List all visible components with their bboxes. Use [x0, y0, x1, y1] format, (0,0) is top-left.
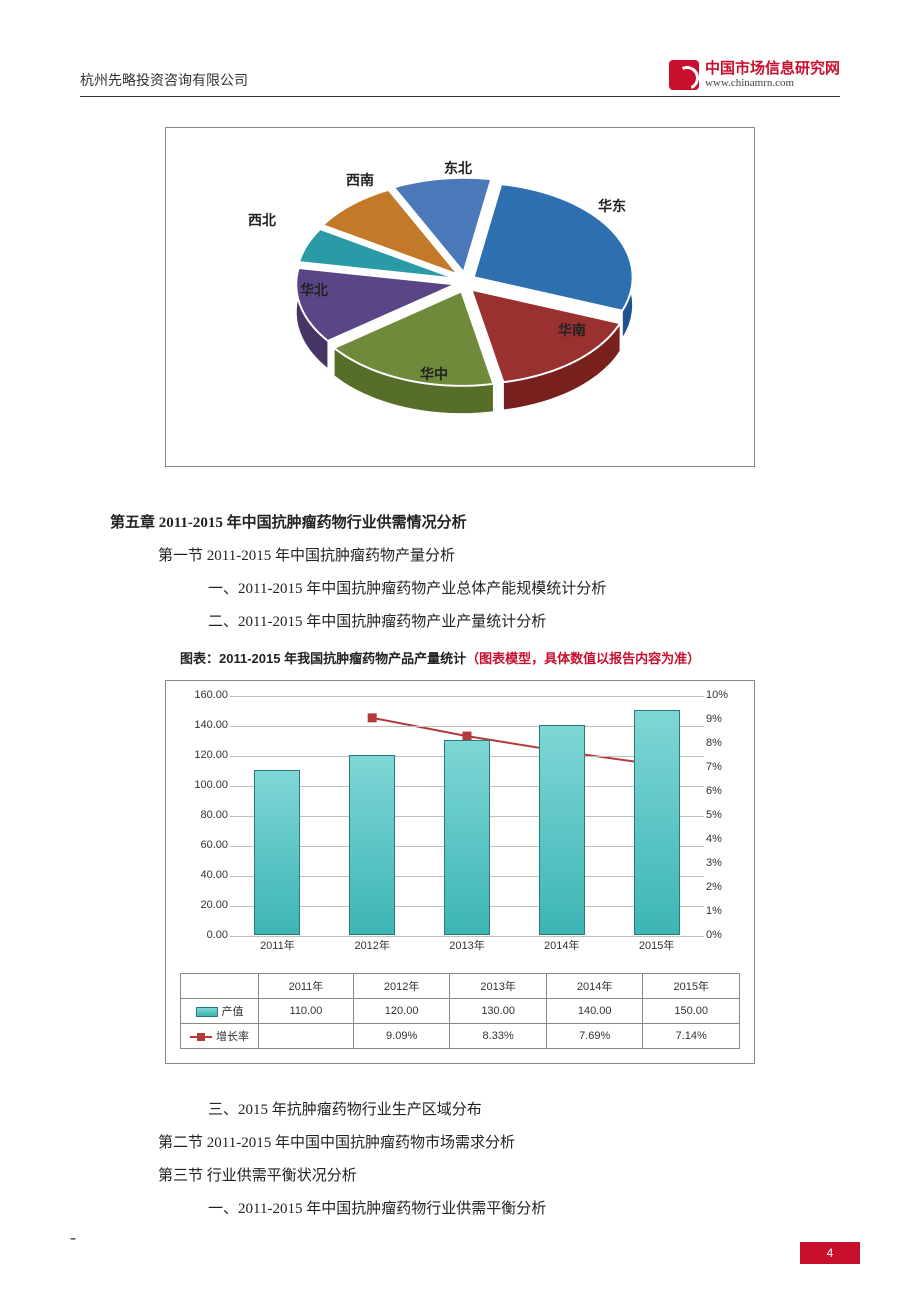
gr-2015: 7.14%: [643, 1023, 740, 1048]
body-text-2: 三、2015 年抗肿瘤药物行业生产区域分布 第二节 2011-2015 年中国中…: [80, 1094, 840, 1226]
combo-chart-caption: 图表：2011-2015 年我国抗肿瘤药物产品产量统计（图表模型，具体数值以报告…: [180, 645, 840, 674]
line-swatch-icon: [190, 1032, 212, 1042]
chapter-5-title: 第五章 2011-2015 年中国抗肿瘤药物行业供需情况分析: [110, 507, 840, 540]
bar: [634, 710, 680, 935]
col-2014: 2014年: [546, 973, 643, 998]
col-2012: 2012年: [353, 973, 450, 998]
y-right-tick: 5%: [706, 809, 736, 821]
col-2013: 2013年: [450, 973, 547, 998]
pie-svg: [166, 128, 754, 466]
gr-2013: 8.33%: [450, 1023, 547, 1048]
bar-swatch-icon: [196, 1007, 218, 1017]
y-left-tick: 140.00: [184, 719, 228, 731]
val-2012: 120.00: [353, 998, 450, 1023]
caption-black: 图表：2011-2015 年我国抗肿瘤药物产品产量统计: [180, 651, 466, 666]
legend-growth-label: 增长率: [216, 1031, 249, 1043]
pie-label: 西南: [346, 170, 374, 190]
x-label: 2011年: [260, 937, 295, 953]
pie-chart: 华东华南华中 华北 西北 西南 东北: [165, 127, 755, 467]
pie-label: 华中: [420, 364, 448, 384]
table-corner: [181, 973, 259, 998]
item-5-1-3: 三、2015 年抗肿瘤药物行业生产区域分布: [208, 1094, 840, 1127]
legend-growth: 增长率: [181, 1023, 259, 1048]
combo-chart: 2011年2012年2013年2014年2015年 0.0020.0040.00…: [165, 680, 755, 1064]
y-right-tick: 2%: [706, 881, 736, 893]
val-2013: 130.00: [450, 998, 547, 1023]
y-right-tick: 4%: [706, 833, 736, 845]
item-5-3-1: 一、2011-2015 年中国抗肿瘤药物行业供需平衡分析: [208, 1193, 840, 1226]
y-right-tick: 10%: [706, 689, 736, 701]
gridline: [230, 696, 704, 697]
y-left-tick: 40.00: [184, 869, 228, 881]
pie-label: 华北: [300, 280, 328, 300]
company-name: 杭州先略投资咨询有限公司: [80, 70, 248, 90]
section-5-2: 第二节 2011-2015 年中国中国抗肿瘤药物市场需求分析: [158, 1127, 840, 1160]
item-5-1-1: 一、2011-2015 年中国抗肿瘤药物产业总体产能规模统计分析: [208, 573, 840, 606]
y-right-tick: 3%: [706, 857, 736, 869]
gr-2014: 7.69%: [546, 1023, 643, 1048]
logo-url: www.chinamrn.com: [705, 77, 840, 89]
x-label: 2015年: [639, 937, 674, 953]
y-right-tick: 1%: [706, 905, 736, 917]
pie-label: 西北: [248, 210, 276, 230]
x-label: 2012年: [354, 937, 389, 953]
section-5-3: 第三节 行业供需平衡状况分析: [158, 1160, 840, 1193]
y-left-tick: 20.00: [184, 899, 228, 911]
val-2014: 140.00: [546, 998, 643, 1023]
col-2011: 2011年: [259, 973, 354, 998]
y-right-tick: 9%: [706, 713, 736, 725]
bar: [349, 755, 395, 935]
val-2015: 150.00: [643, 998, 740, 1023]
logo-text: 中国市场信息研究网 www.chinamrn.com: [705, 61, 840, 90]
page-number: 4: [800, 1242, 860, 1264]
val-2011: 110.00: [259, 998, 354, 1023]
y-left-tick: 60.00: [184, 839, 228, 851]
y-right-tick: 8%: [706, 737, 736, 749]
y-right-tick: 6%: [706, 785, 736, 797]
table-row-value: 产值 110.00 120.00 130.00 140.00 150.00: [181, 998, 740, 1023]
table-row-growth: 增长率 9.09% 8.33% 7.69% 7.14%: [181, 1023, 740, 1048]
legend-value: 产值: [181, 998, 259, 1023]
gr-2011: [259, 1023, 354, 1048]
y-right-tick: 0%: [706, 929, 736, 941]
bar: [444, 740, 490, 935]
bar: [539, 725, 585, 935]
y-left-tick: 80.00: [184, 809, 228, 821]
pie-label: 华东: [598, 196, 626, 216]
y-left-tick: 100.00: [184, 779, 228, 791]
pie-label: 华南: [558, 320, 586, 340]
y-left-tick: 0.00: [184, 929, 228, 941]
item-5-1-2: 二、2011-2015 年中国抗肿瘤药物产业产量统计分析: [208, 606, 840, 639]
page-header: 杭州先略投资咨询有限公司 中国市场信息研究网 www.chinamrn.com: [80, 60, 840, 97]
footer-dash: -: [70, 1227, 76, 1248]
section-5-1: 第一节 2011-2015 年中国抗肿瘤药物产量分析: [158, 540, 840, 573]
legend-value-label: 产值: [222, 1006, 244, 1018]
body-text: 第五章 2011-2015 年中国抗肿瘤药物行业供需情况分析 第一节 2011-…: [80, 507, 840, 674]
combo-plot: 2011年2012年2013年2014年2015年: [230, 695, 704, 935]
y-left-tick: 120.00: [184, 749, 228, 761]
logo-cn: 中国市场信息研究网: [705, 61, 840, 78]
pie-label: 东北: [444, 158, 472, 178]
bar: [254, 770, 300, 935]
site-logo: 中国市场信息研究网 www.chinamrn.com: [669, 60, 840, 90]
table-header-row: 2011年 2012年 2013年 2014年 2015年: [181, 973, 740, 998]
col-2015: 2015年: [643, 973, 740, 998]
logo-icon: [669, 60, 699, 90]
caption-red: （图表模型，具体数值以报告内容为准）: [466, 651, 700, 666]
y-left-tick: 160.00: [184, 689, 228, 701]
x-label: 2013年: [449, 937, 484, 953]
combo-data-table: 2011年 2012年 2013年 2014年 2015年 产值 110.00 …: [180, 973, 740, 1049]
gr-2012: 9.09%: [353, 1023, 450, 1048]
y-right-tick: 7%: [706, 761, 736, 773]
x-label: 2014年: [544, 937, 579, 953]
combo-plot-area: 2011年2012年2013年2014年2015年 0.0020.0040.00…: [180, 695, 740, 955]
